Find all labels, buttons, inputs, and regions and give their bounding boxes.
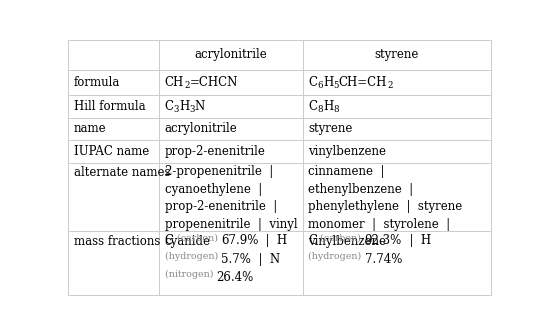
Text: |  N: | N [251, 253, 280, 266]
Text: C: C [308, 100, 317, 113]
Text: H: H [323, 100, 334, 113]
Text: Hill formula: Hill formula [74, 100, 146, 113]
Text: CH=CH: CH=CH [338, 76, 387, 89]
Text: vinylbenzene: vinylbenzene [308, 145, 386, 158]
Text: prop-2-enenitrile: prop-2-enenitrile [165, 145, 266, 158]
Text: 2: 2 [184, 81, 190, 90]
Text: 26.4%: 26.4% [216, 271, 253, 284]
Text: acrylonitrile: acrylonitrile [195, 48, 267, 61]
Text: alternate names: alternate names [74, 166, 171, 179]
Text: 8: 8 [317, 105, 323, 114]
Text: 67.9%: 67.9% [221, 234, 258, 247]
Text: CH: CH [165, 76, 184, 89]
Text: styrene: styrene [374, 48, 419, 61]
Text: H: H [179, 100, 190, 113]
Text: 3: 3 [174, 105, 179, 114]
Text: C: C [308, 76, 317, 89]
Text: 5: 5 [333, 81, 338, 90]
Text: C: C [165, 100, 174, 113]
Text: =CHCN: =CHCN [190, 76, 238, 89]
Text: styrene: styrene [308, 122, 353, 135]
Text: name: name [74, 122, 107, 135]
Text: 92.3%: 92.3% [365, 234, 402, 247]
Text: 3: 3 [190, 105, 195, 114]
Text: C: C [308, 234, 317, 247]
Text: 8: 8 [334, 105, 339, 114]
Text: |  H: | H [402, 234, 431, 247]
Text: (hydrogen): (hydrogen) [308, 252, 365, 261]
Text: N: N [195, 100, 205, 113]
Text: (carbon): (carbon) [320, 233, 365, 242]
Text: C: C [165, 234, 174, 247]
Text: IUPAC name: IUPAC name [74, 145, 149, 158]
Text: (nitrogen): (nitrogen) [165, 270, 216, 280]
Text: acrylonitrile: acrylonitrile [165, 122, 238, 135]
Text: mass fractions: mass fractions [74, 235, 160, 248]
Text: 2-propenenitrile  |
cyanoethylene  |
prop-2-enenitrile  |
propenenitrile  |  vin: 2-propenenitrile | cyanoethylene | prop-… [165, 165, 298, 248]
Text: (hydrogen): (hydrogen) [165, 252, 221, 261]
Text: (carbon): (carbon) [177, 233, 221, 242]
Text: formula: formula [74, 76, 120, 89]
Text: |  H: | H [258, 234, 287, 247]
Text: 7.74%: 7.74% [365, 253, 402, 266]
Text: 5.7%: 5.7% [221, 253, 251, 266]
Text: 6: 6 [317, 81, 323, 90]
Text: H: H [323, 76, 333, 89]
Text: cinnamene  |
ethenylbenzene  |
phenylethylene  |  styrene
monomer  |  styrolene : cinnamene | ethenylbenzene | phenylethyl… [308, 165, 463, 248]
Text: 2: 2 [387, 81, 392, 90]
